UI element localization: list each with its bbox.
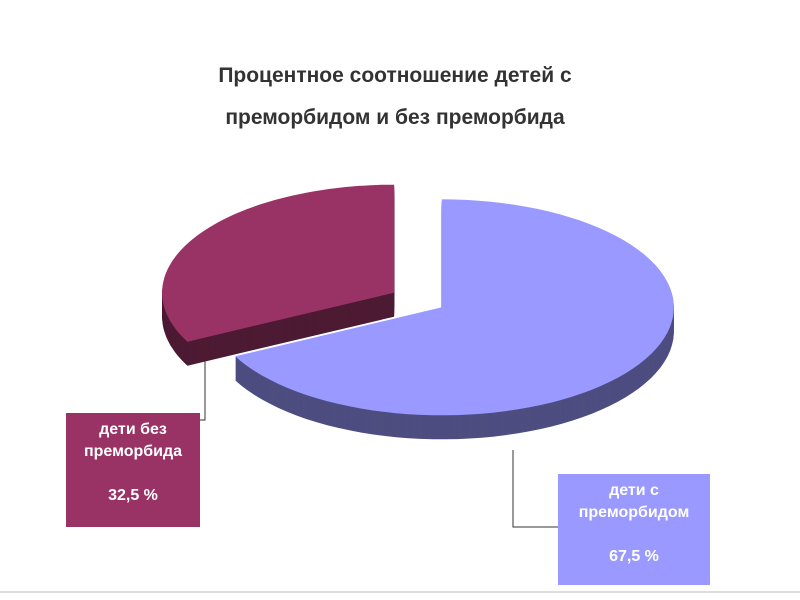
slice-top: [162, 184, 395, 342]
category-label: дети без преморбида: [83, 421, 183, 460]
value-label: 32,5 %: [108, 487, 158, 504]
slice-top: [235, 199, 674, 416]
leader-line: [200, 360, 206, 421]
slice-label: дети с преморбидом 67,5 %: [558, 474, 710, 585]
category-label: дети с преморбидом: [578, 482, 690, 521]
value-label: 67,5 %: [609, 548, 659, 565]
slice: [235, 199, 674, 440]
chart-title: Процентное соотношение детей с: [218, 64, 572, 87]
leader-line: [512, 450, 558, 528]
slice-label: дети без преморбида 32,5 %: [66, 413, 200, 527]
slice: [162, 184, 395, 366]
pie: [162, 184, 674, 440]
chart-title: преморбидом и без преморбида: [225, 106, 565, 129]
